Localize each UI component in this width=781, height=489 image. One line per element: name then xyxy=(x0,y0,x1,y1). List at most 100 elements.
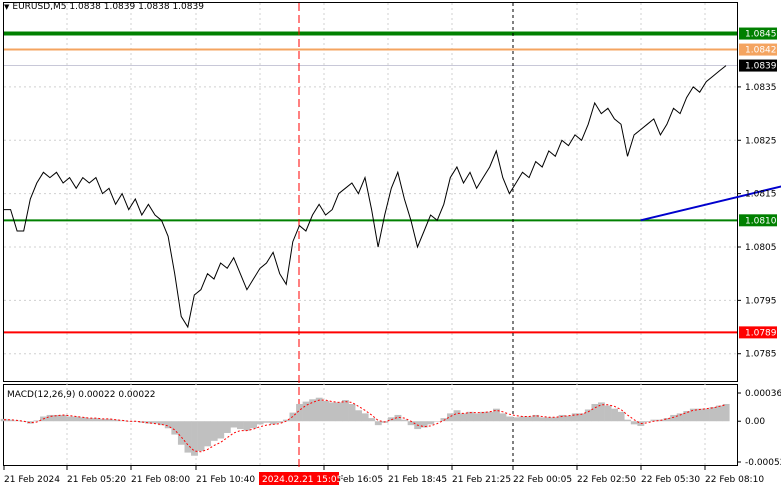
macd-bar xyxy=(460,413,468,422)
macd-bar xyxy=(335,402,343,422)
macd-bar xyxy=(53,414,61,422)
level-tag xyxy=(739,59,777,72)
price-tick-label: 1.0785 xyxy=(745,350,777,360)
macd-bar xyxy=(33,420,41,422)
macd-bar xyxy=(158,421,166,426)
price-tick-label: 1.0825 xyxy=(745,136,777,146)
time-axis: 21 Feb 2024 21 Feb 05:20 21 Feb 08:00 21 Fe… xyxy=(3,466,764,485)
macd-bar xyxy=(716,405,724,422)
macd-bar xyxy=(512,417,520,422)
macd-bar xyxy=(479,411,487,422)
macd-header: MACD(12,26,9) 0.00022 0.00022 xyxy=(7,390,156,400)
macd-bar xyxy=(703,408,710,422)
time-tick-label: 22 Feb 08:10 xyxy=(705,475,764,485)
price-series-line xyxy=(4,65,727,329)
macd-bar xyxy=(164,421,172,429)
macd-bar xyxy=(276,421,284,423)
macd-bar xyxy=(217,421,225,439)
price-axis: 1.0835 1.0825 1.0815 1.0805 1.0795 1.0785 xyxy=(737,83,777,360)
macd-bar xyxy=(552,417,559,422)
macd-bar xyxy=(223,421,231,433)
macd-bar xyxy=(440,418,448,422)
level-price-tags: 1.0845 1.0842 1.0839 1.0810 1.0789 xyxy=(739,27,777,339)
macd-bar xyxy=(230,421,238,428)
macd-bar xyxy=(243,421,251,431)
macd-values: 0.00022 0.00022 xyxy=(78,390,156,400)
macd-bar xyxy=(545,417,553,422)
macd-bar xyxy=(407,421,415,426)
macd-bar xyxy=(79,417,87,422)
macd-bar xyxy=(269,421,277,425)
macd-tick-label: 0.00 xyxy=(745,417,765,427)
level-tag-label: 1.0845 xyxy=(745,30,777,40)
macd-bar xyxy=(204,421,212,447)
level-tag-label: 1.0789 xyxy=(745,328,777,338)
macd-bar xyxy=(683,411,691,422)
macd-bar xyxy=(92,418,100,422)
macd-bar xyxy=(598,402,605,422)
macd-bar xyxy=(571,413,579,422)
macd-bar xyxy=(643,421,651,423)
time-tick-label: 21 Feb 10:40 xyxy=(196,475,255,485)
trend-line[interactable] xyxy=(640,178,781,222)
macd-bar xyxy=(342,400,349,422)
time-tick-label: 21 Feb 2024 xyxy=(4,475,60,485)
macd-label: MACD(12,26,9) xyxy=(7,390,76,400)
macd-bar xyxy=(145,421,152,424)
macd-tick-label: 0.00036 xyxy=(745,389,781,399)
macd-bar xyxy=(420,421,428,428)
macd-bar xyxy=(72,416,80,422)
macd-bar xyxy=(565,415,573,422)
price-tick-label: 1.0795 xyxy=(745,296,777,306)
macd-bar xyxy=(256,421,264,425)
macd-bar xyxy=(473,413,481,422)
macd-bar xyxy=(374,421,382,426)
main-panel-frame xyxy=(3,2,738,382)
macd-bar xyxy=(7,419,15,422)
macd-bar xyxy=(315,397,323,422)
level-tag xyxy=(739,214,777,227)
level-tag xyxy=(739,27,777,40)
macd-bar xyxy=(237,421,244,430)
symbol-header[interactable]: ▼ EURUSD,M5 1.0838 1.0839 1.0838 1.0839 xyxy=(4,2,204,12)
macd-bar xyxy=(630,421,638,425)
macd-signal-line xyxy=(4,399,727,453)
level-tag xyxy=(739,43,777,56)
grid xyxy=(4,3,737,465)
macd-bar xyxy=(197,421,205,452)
macd-bar xyxy=(263,421,271,423)
macd-bar xyxy=(696,408,704,422)
macd-bar xyxy=(112,419,120,422)
macd-bar xyxy=(604,405,612,422)
level-tag-label: 1.0839 xyxy=(745,62,777,72)
price-tick-label: 1.0815 xyxy=(745,190,777,200)
macd-bar xyxy=(676,413,684,422)
macd-bar xyxy=(26,421,34,424)
macd-bar xyxy=(558,414,566,422)
macd-bar xyxy=(617,411,625,422)
macd-bar xyxy=(453,410,461,422)
macd-bar xyxy=(499,413,507,422)
dropdown-triangle-icon[interactable]: ▼ xyxy=(4,3,10,11)
macd-bar xyxy=(125,421,133,422)
macd-bar xyxy=(506,416,513,422)
macd-bar xyxy=(670,414,678,422)
macd-panel-frame xyxy=(3,384,738,466)
time-tick-label: 21 Feb 08:00 xyxy=(131,475,190,485)
macd-bar xyxy=(650,419,658,422)
macd-bar xyxy=(322,400,330,422)
macd-bar xyxy=(250,421,257,429)
macd-bar xyxy=(611,408,618,422)
macd-bar xyxy=(296,403,303,422)
macd-bar xyxy=(538,417,546,422)
macd-bar xyxy=(709,407,717,422)
macd-bar xyxy=(177,421,185,445)
macd-bar xyxy=(361,413,369,422)
horizontal-levels[interactable] xyxy=(4,31,737,334)
macd-bar xyxy=(86,418,93,422)
macd-bar xyxy=(466,411,474,422)
macd-bar xyxy=(519,416,527,422)
time-tick-label: 21 Feb 18:45 xyxy=(388,475,447,485)
macd-bar xyxy=(689,408,697,422)
